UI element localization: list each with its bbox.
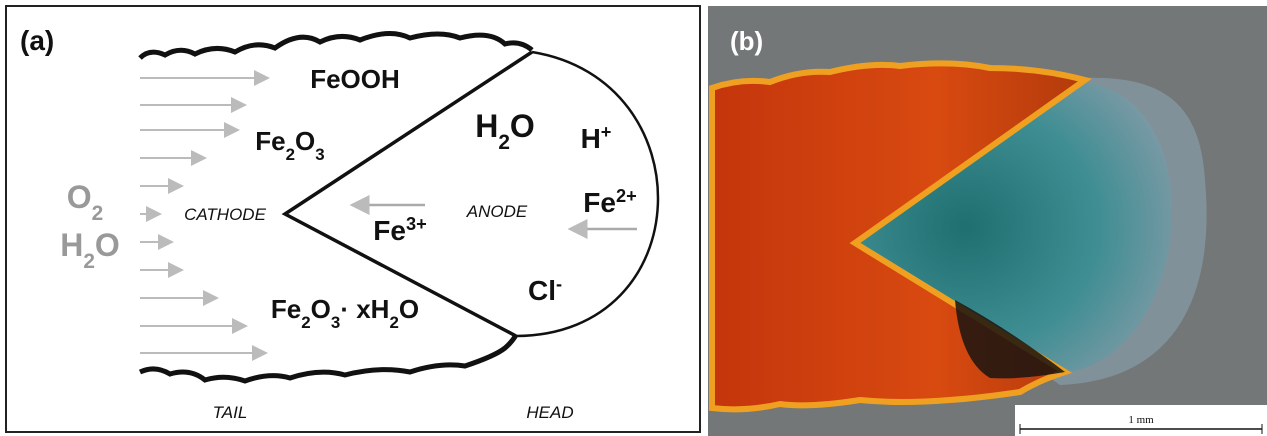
label-part: H: [475, 108, 498, 144]
panel-label: (a): [20, 25, 54, 56]
label-part: ANODE: [466, 202, 528, 221]
label-part: 2: [92, 202, 104, 225]
label-part: FeOOH: [310, 64, 400, 94]
label-part: H: [60, 227, 83, 263]
tail-label: TAIL: [213, 403, 248, 422]
label-part: H: [581, 123, 601, 154]
label-part: 2+: [616, 186, 637, 206]
panel-label: (b): [730, 26, 763, 56]
feooh-label: FeOOH: [310, 64, 400, 94]
label-part: 3: [315, 145, 324, 164]
label-part: +: [601, 122, 612, 142]
label-part: Fe: [373, 215, 406, 246]
label-part: Fe: [255, 126, 285, 156]
label-part: O: [510, 108, 535, 144]
label-part: -: [556, 274, 562, 294]
anode-label: ANODE: [466, 202, 528, 221]
label-part: O: [295, 126, 315, 156]
label-part: 3+: [406, 214, 427, 234]
label-part: 2: [286, 145, 295, 164]
label-part: 2: [389, 313, 398, 332]
label-part: 2: [301, 313, 310, 332]
label-part: Cl: [528, 275, 556, 306]
label-part: 2: [83, 250, 95, 273]
label-part: O: [67, 179, 92, 215]
label-part: 3: [331, 313, 340, 332]
label-part: 2: [498, 131, 510, 154]
figure: (a) FeOOHFe2O3H2OH+O2CATHODEANODEFe2+Fe3…: [0, 0, 1267, 436]
label-part: Fe: [271, 294, 301, 324]
label-part: O: [399, 294, 419, 324]
label-part: O: [311, 294, 331, 324]
label-part: O: [95, 227, 120, 263]
scale-bar-label: 1 mm: [1128, 414, 1154, 426]
label-part: CATHODE: [184, 205, 267, 224]
head-label: HEAD: [526, 403, 573, 422]
cathode-label: CATHODE: [184, 205, 267, 224]
page: (a) FeOOHFe2O3H2OH+O2CATHODEANODEFe2+Fe3…: [0, 0, 1267, 436]
panel-b: (b) 1 mm: [708, 6, 1267, 436]
label-part: Fe: [583, 187, 616, 218]
label-part: · xH: [340, 294, 389, 324]
